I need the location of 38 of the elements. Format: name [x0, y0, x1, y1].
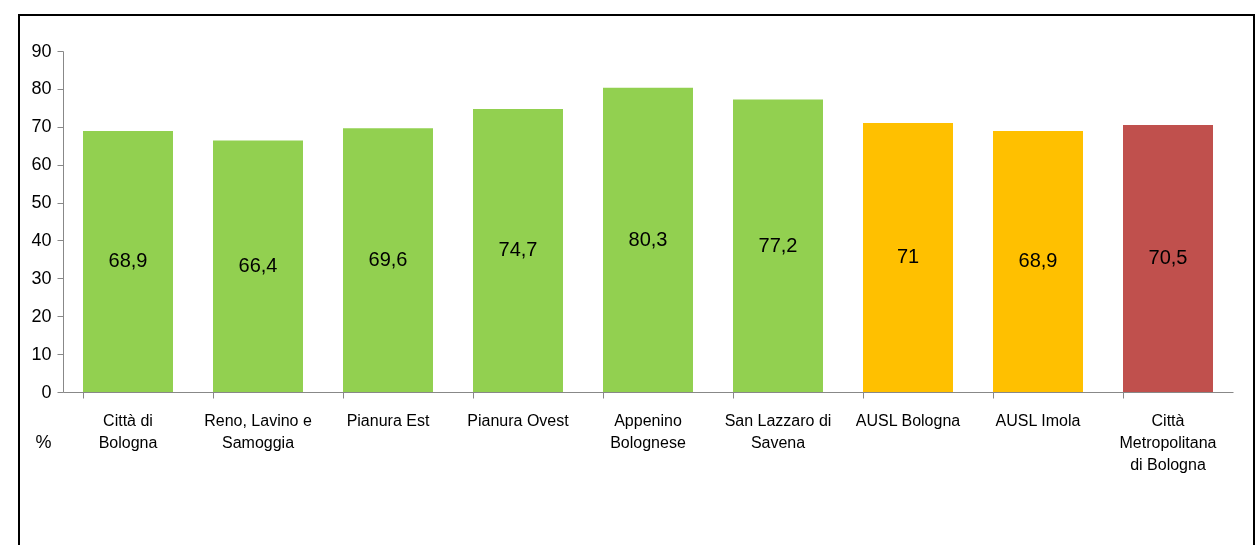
bar	[603, 87, 693, 392]
bar	[473, 108, 563, 392]
x-tick-label: AUSL Bologna	[855, 411, 961, 429]
x-tick-label: Pianura Ovest	[467, 411, 570, 429]
y-tick-label: 20	[31, 305, 52, 326]
y-tick-label: 0	[41, 381, 52, 402]
x-tick-label: Reno, Lavino e Samoggia	[204, 411, 312, 451]
y-tick-label: 40	[31, 229, 52, 250]
data-label: 70,5	[1148, 246, 1188, 269]
bar	[1123, 124, 1213, 392]
data-label: 69,6	[368, 248, 408, 271]
y-tick-label: 60	[31, 154, 52, 175]
data-label: 77,2	[758, 233, 798, 256]
data-label: 68,9	[1018, 249, 1058, 272]
x-tick-label: AUSL Imola	[995, 411, 1081, 429]
y-tick-label: 10	[31, 343, 52, 364]
data-label: 68,9	[108, 249, 148, 272]
x-tick-label: Città Metropolitana di Bologna	[1119, 411, 1217, 473]
bar	[863, 122, 953, 392]
bar	[213, 140, 303, 392]
data-label: 71	[896, 245, 920, 268]
y-tick-label: 50	[31, 192, 52, 213]
x-tick-label: Appenino Bolognese	[610, 411, 686, 451]
y-tick-label: 80	[31, 78, 52, 99]
data-label: 66,4	[238, 254, 278, 277]
y-tick-label: 30	[31, 267, 52, 288]
data-label: 74,7	[498, 238, 538, 261]
data-label: 80,3	[628, 227, 668, 250]
y-tick-label: 70	[31, 116, 52, 137]
bar	[733, 99, 823, 392]
y-tick-label: 90	[31, 40, 52, 61]
x-tick-label: Pianura Est	[346, 411, 430, 429]
y-axis-title: %	[35, 431, 52, 452]
x-tick-label: San Lazzaro di Savena	[724, 411, 832, 451]
bar	[83, 130, 173, 392]
x-tick-label: Città di Bologna	[98, 411, 158, 451]
bar	[993, 130, 1083, 392]
bar	[343, 128, 433, 392]
